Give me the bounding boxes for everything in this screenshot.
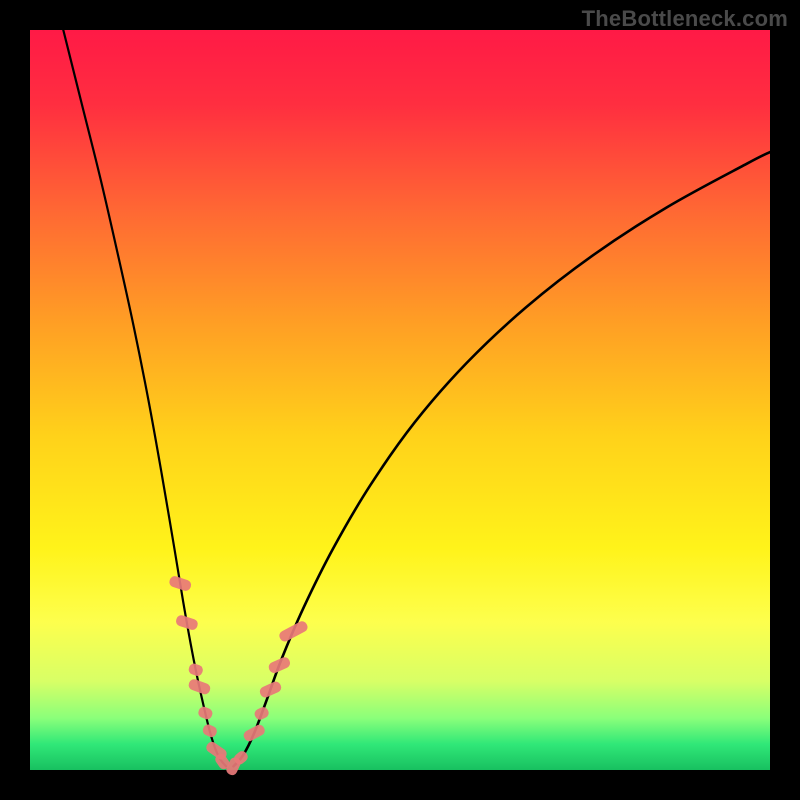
data-marker bbox=[278, 619, 310, 643]
data-marker bbox=[267, 656, 292, 675]
marker-series bbox=[168, 575, 309, 777]
data-marker bbox=[242, 723, 267, 743]
curve-overlay bbox=[0, 0, 800, 800]
data-marker bbox=[197, 705, 214, 720]
watermark-text: TheBottleneck.com bbox=[582, 6, 788, 32]
data-marker bbox=[253, 705, 270, 721]
chart-stage: TheBottleneck.com bbox=[0, 0, 800, 800]
data-marker bbox=[187, 662, 204, 677]
curve-right_branch bbox=[234, 152, 771, 766]
data-marker bbox=[187, 678, 211, 696]
data-marker bbox=[201, 723, 218, 739]
curve-left_branch bbox=[63, 30, 226, 766]
data-marker bbox=[258, 680, 283, 699]
